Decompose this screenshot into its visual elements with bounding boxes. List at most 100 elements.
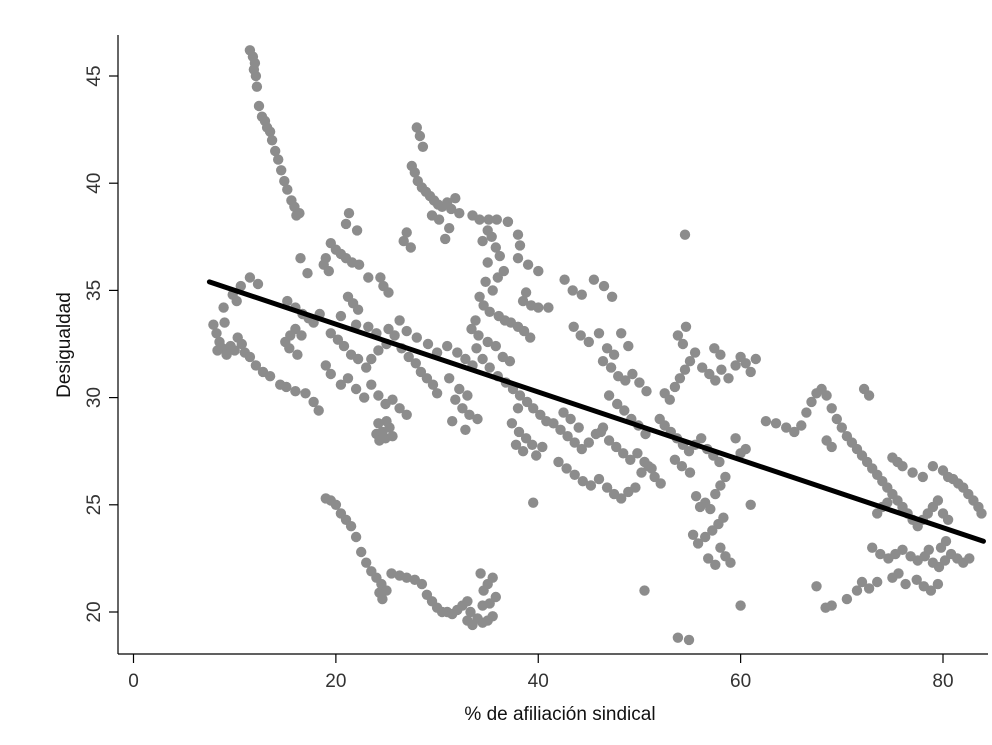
data-point (676, 461, 688, 472)
data-point (573, 422, 584, 433)
data-point (361, 557, 372, 568)
data-point (221, 349, 232, 360)
data-point (730, 433, 741, 444)
data-point (373, 418, 384, 429)
data-point (715, 542, 726, 553)
data-point (606, 291, 618, 302)
data-point (512, 253, 524, 264)
data-point (335, 379, 347, 390)
data-point (518, 325, 530, 337)
data-point (490, 591, 501, 603)
data-point (483, 214, 494, 225)
data-point (593, 473, 605, 485)
data-point (474, 214, 485, 225)
data-point (231, 295, 242, 307)
data-point (482, 257, 493, 268)
data-point (630, 482, 641, 493)
data-point (687, 529, 699, 540)
data-point (553, 456, 564, 468)
data-point (350, 531, 362, 543)
data-point (625, 454, 636, 465)
y-tick-label: 45 (84, 65, 105, 86)
data-point (527, 439, 538, 450)
data-point (674, 373, 686, 384)
data-point (264, 371, 276, 382)
data-point (466, 323, 477, 335)
data-point (244, 351, 256, 363)
data-point (875, 548, 886, 560)
data-point (270, 145, 281, 157)
data-point (416, 578, 428, 590)
data-point (689, 347, 701, 358)
data-point (352, 353, 364, 365)
data-point (872, 576, 883, 588)
data-point (235, 280, 246, 292)
data-point (531, 450, 542, 461)
data-point (487, 572, 498, 583)
data-point (490, 340, 501, 352)
data-point (603, 435, 615, 446)
data-point (705, 503, 716, 515)
data-point (533, 265, 544, 277)
data-point (292, 349, 303, 360)
y-tick-label: 30 (84, 387, 105, 408)
data-point (612, 398, 623, 410)
x-tick-label: 80 (932, 671, 953, 692)
data-point (882, 497, 893, 508)
data-point (907, 467, 918, 478)
data-point (672, 632, 684, 643)
data-point (716, 364, 727, 375)
data-point (517, 446, 529, 457)
data-point (276, 165, 287, 176)
data-point (361, 362, 372, 373)
data-point (562, 431, 573, 442)
data-point (335, 310, 347, 322)
data-point (471, 343, 482, 354)
data-point (576, 289, 587, 300)
data-point (482, 336, 493, 348)
data-point (677, 338, 689, 350)
data-point (477, 353, 488, 365)
data-point (264, 126, 276, 137)
data-point (473, 330, 484, 341)
data-point (343, 208, 355, 219)
data-point (219, 317, 230, 328)
data-point (474, 291, 485, 302)
data-point (583, 336, 594, 348)
data-point (460, 424, 471, 435)
data-point (831, 413, 842, 425)
data-point (383, 287, 394, 298)
data-point (669, 381, 681, 393)
data-point (598, 280, 610, 292)
data-point (576, 443, 587, 455)
data-point (718, 512, 729, 523)
data-point (932, 495, 944, 506)
data-point (856, 576, 868, 588)
data-point (700, 531, 711, 543)
data-point (715, 480, 726, 491)
data-point (506, 418, 518, 429)
x-axis-ticks: 0 20 40 60 80 (128, 654, 954, 692)
data-point (923, 544, 934, 555)
data-point (486, 231, 497, 242)
x-tick-label: 40 (528, 671, 549, 692)
data-point (703, 553, 714, 564)
data-point (342, 373, 354, 384)
data-point (487, 611, 498, 622)
data-point (236, 338, 247, 350)
data-point (212, 345, 223, 356)
data-point (405, 242, 416, 253)
data-point (525, 332, 536, 343)
data-point (208, 319, 219, 330)
data-point (444, 223, 455, 234)
data-point (669, 454, 681, 465)
data-point (735, 600, 746, 611)
data-point (513, 426, 525, 438)
data-point (394, 403, 405, 414)
data-point (583, 437, 594, 448)
data-point (398, 235, 409, 247)
data-point (664, 394, 675, 405)
data-point (411, 332, 422, 343)
data-point (577, 476, 588, 487)
data-point (251, 81, 263, 92)
